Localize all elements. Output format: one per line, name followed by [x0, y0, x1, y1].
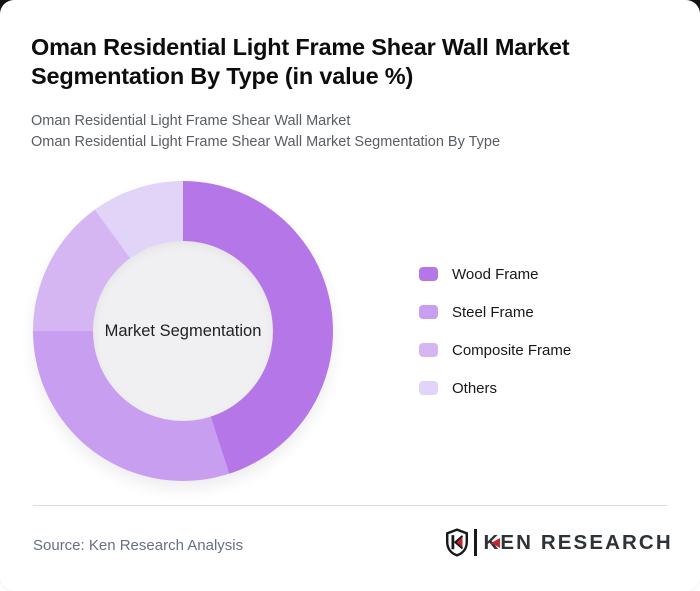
legend-item-wood-frame: Wood Frame [419, 265, 571, 283]
chart-title: Oman Residential Light Frame Shear Wall … [31, 34, 570, 89]
ken-research-logo: KEN RESEARCH [446, 528, 673, 557]
donut-center: Market Segmentation [93, 241, 273, 421]
legend-swatch-icon [419, 267, 438, 281]
chart-subtitles: Oman Residential Light Frame Shear Wall … [31, 111, 671, 152]
legend-label: Composite Frame [452, 341, 572, 359]
legend-label: Wood Frame [452, 265, 539, 283]
ken-research-shield-icon [446, 528, 468, 557]
logo-divider-bar [474, 529, 477, 556]
chart-legend: Wood Frame Steel Frame Composite Frame Othe… [419, 266, 571, 418]
legend-swatch-icon [419, 381, 438, 395]
legend-item-steel-frame: Steel Frame [419, 303, 571, 321]
legend-swatch-icon [419, 343, 438, 357]
logo-red-triangle-icon [490, 537, 500, 548]
subtitle-line-1: Oman Residential Light Frame Shear Wall … [31, 113, 351, 129]
legend-swatch-icon [419, 305, 438, 319]
source-text: Source: Ken Research Analysis [33, 537, 244, 554]
donut-chart: Market Segmentation [33, 181, 333, 481]
legend-item-others: Others [419, 379, 571, 397]
logo-wordmark: KEN RESEARCH [483, 531, 673, 554]
footer-divider [33, 505, 667, 506]
legend-label: Steel Frame [452, 303, 534, 321]
subtitle-line-2: Oman Residential Light Frame Shear Wall … [31, 133, 501, 150]
legend-item-composite-frame: Composite Frame [419, 341, 572, 359]
legend-label: Others [452, 379, 498, 397]
donut-center-label: Market Segmentation [104, 321, 262, 340]
